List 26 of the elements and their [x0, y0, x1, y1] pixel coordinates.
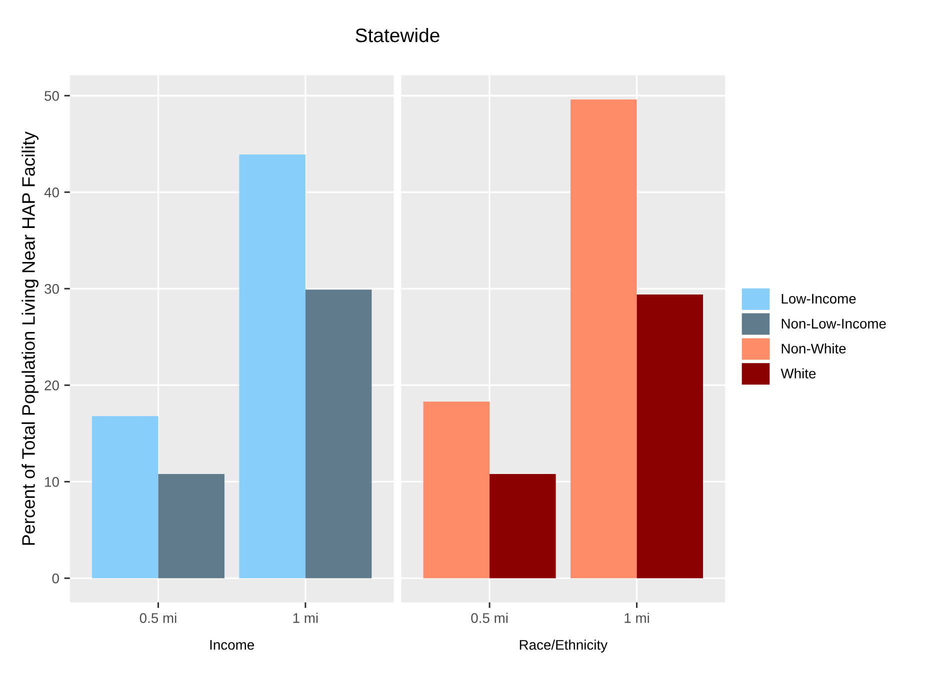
y-tick-label: 0	[52, 574, 59, 584]
y-axis-title: Percent of Total Population Living Near HAP Facility	[22, 131, 38, 545]
bar	[490, 474, 556, 578]
x-axis-title: Race/Ethnicity	[520, 640, 608, 653]
legend-label: White	[780, 368, 816, 378]
x-tick-label: 1 mi	[624, 612, 649, 623]
bar	[636, 294, 704, 578]
legend-label: Non-Low-Income	[782, 318, 886, 329]
y-tick-label: 10	[45, 477, 59, 487]
x-tick-label: 0.5 mi	[140, 612, 176, 623]
legend-label: Non-White	[782, 343, 846, 354]
bar	[423, 402, 490, 578]
x-axis-title: Income	[210, 640, 254, 650]
bar	[239, 154, 306, 578]
bar	[92, 416, 158, 578]
bar	[305, 290, 372, 578]
y-tick-label: 20	[44, 380, 59, 390]
chart-title: Statewide	[356, 28, 440, 42]
x-tick-label: 1 mi	[293, 612, 318, 623]
bar	[570, 100, 637, 578]
x-tick-label: 0.5 mi	[471, 612, 508, 623]
bar	[158, 474, 224, 578]
legend-label: Low-Income	[782, 294, 856, 304]
y-tick-label: 30	[44, 284, 59, 294]
y-tick-label: 50	[44, 90, 59, 101]
y-tick-label: 40	[44, 187, 59, 198]
